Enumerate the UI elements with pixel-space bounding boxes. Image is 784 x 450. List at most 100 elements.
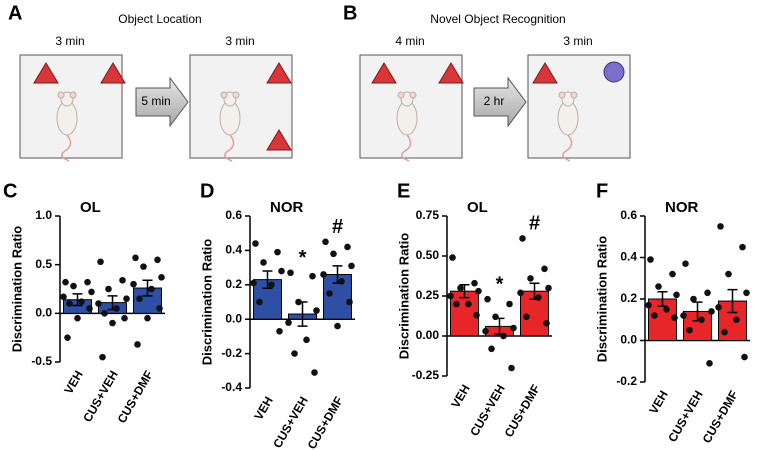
error-bar bbox=[72, 293, 83, 307]
y-tick-label: -0.4 bbox=[221, 380, 242, 394]
data-point bbox=[252, 240, 259, 247]
x-tick-label: CUS+DMF bbox=[700, 388, 741, 446]
data-point bbox=[70, 282, 77, 290]
data-point bbox=[268, 281, 275, 289]
data-point bbox=[348, 262, 355, 270]
time-label: 3 min bbox=[563, 34, 592, 48]
x-tick-label: CUS+VEH bbox=[270, 394, 311, 450]
time-label: 4 min bbox=[395, 34, 424, 48]
data-point bbox=[647, 256, 654, 263]
data-point bbox=[453, 300, 460, 308]
data-point bbox=[113, 305, 120, 312]
delay-label: 5 min bbox=[141, 94, 170, 108]
y-tick-label: 0.50 bbox=[416, 248, 440, 262]
panel-letter: E bbox=[397, 180, 410, 202]
data-point bbox=[545, 284, 552, 292]
data-point bbox=[311, 369, 318, 376]
x-tick-label: CUS+DMF bbox=[502, 382, 543, 440]
data-point bbox=[74, 314, 81, 322]
data-point bbox=[158, 274, 165, 281]
data-point bbox=[506, 300, 513, 308]
x-tick-label: VEH bbox=[646, 388, 670, 416]
data-point bbox=[274, 248, 281, 256]
y-axis-label: Discrimination Ratio bbox=[594, 236, 609, 362]
data-point bbox=[706, 360, 713, 367]
data-point bbox=[721, 328, 728, 336]
data-point bbox=[669, 270, 676, 278]
data-point bbox=[704, 289, 711, 297]
data-point bbox=[492, 313, 499, 321]
data-point bbox=[500, 332, 507, 340]
data-point bbox=[686, 326, 693, 334]
panel-title: NOR bbox=[665, 199, 699, 216]
x-tick-label: VEH bbox=[448, 382, 472, 410]
data-point bbox=[105, 285, 112, 293]
data-point bbox=[334, 322, 341, 330]
x-tick-label: CUS+VEH bbox=[665, 388, 706, 444]
x-tick-label: VEH bbox=[251, 394, 275, 422]
data-point bbox=[475, 287, 482, 295]
data-point bbox=[291, 350, 298, 357]
data-point bbox=[482, 327, 489, 335]
data-point bbox=[250, 279, 257, 287]
data-point bbox=[60, 293, 67, 301]
data-point bbox=[330, 250, 337, 258]
data-point bbox=[322, 238, 329, 246]
annotation: * bbox=[299, 247, 307, 269]
data-point bbox=[645, 301, 652, 309]
data-point bbox=[673, 291, 680, 299]
x-tick-label: CUS+VEH bbox=[467, 382, 508, 438]
data-point bbox=[326, 290, 333, 297]
data-point bbox=[519, 235, 526, 242]
data-point bbox=[517, 289, 524, 297]
data-point bbox=[88, 288, 95, 296]
novel-object bbox=[603, 61, 625, 83]
data-point bbox=[303, 336, 310, 344]
panel-letter: C bbox=[3, 180, 17, 202]
error-bar bbox=[142, 279, 153, 297]
data-point bbox=[465, 300, 472, 308]
arrow bbox=[473, 76, 527, 128]
data-point bbox=[541, 265, 548, 273]
data-point bbox=[134, 341, 141, 348]
time-label: 3 min bbox=[225, 34, 254, 48]
data-point bbox=[132, 254, 139, 262]
data-point bbox=[739, 243, 746, 251]
data-point bbox=[154, 256, 161, 264]
data-point bbox=[121, 314, 128, 322]
data-point bbox=[285, 319, 292, 326]
data-point bbox=[287, 269, 294, 277]
x-tick-label: VEH bbox=[61, 368, 85, 396]
data-point bbox=[651, 312, 658, 319]
data-point bbox=[101, 310, 108, 317]
y-tick-label: -0.2 bbox=[616, 374, 637, 388]
data-point bbox=[449, 254, 456, 261]
delay-label: 2 hr bbox=[484, 94, 505, 108]
y-tick-label: 0.0 bbox=[620, 333, 637, 347]
data-point bbox=[313, 307, 320, 314]
y-tick-label: 0.00 bbox=[416, 328, 440, 342]
data-point bbox=[543, 319, 550, 327]
data-point bbox=[78, 298, 85, 305]
time-label: 3 min bbox=[55, 34, 84, 48]
y-tick-label: -0.25 bbox=[412, 368, 440, 382]
panel-letter: D bbox=[200, 180, 214, 202]
data-point bbox=[64, 334, 71, 341]
data-point bbox=[655, 283, 662, 290]
panel-title: OL bbox=[467, 199, 488, 216]
data-point bbox=[309, 272, 316, 280]
error-bar bbox=[262, 270, 273, 289]
panel-title: NOR bbox=[270, 199, 304, 216]
data-point bbox=[527, 275, 534, 282]
data-point bbox=[140, 263, 147, 270]
data-point bbox=[338, 278, 345, 285]
y-tick-label: -0.2 bbox=[221, 346, 242, 360]
y-tick-label: 0.0 bbox=[35, 306, 52, 320]
data-point bbox=[488, 345, 495, 353]
data-point bbox=[508, 364, 515, 372]
data-point bbox=[663, 306, 670, 313]
data-point bbox=[278, 267, 285, 275]
y-axis-label: Discrimination Ratio bbox=[199, 239, 214, 365]
data-point bbox=[715, 304, 722, 311]
